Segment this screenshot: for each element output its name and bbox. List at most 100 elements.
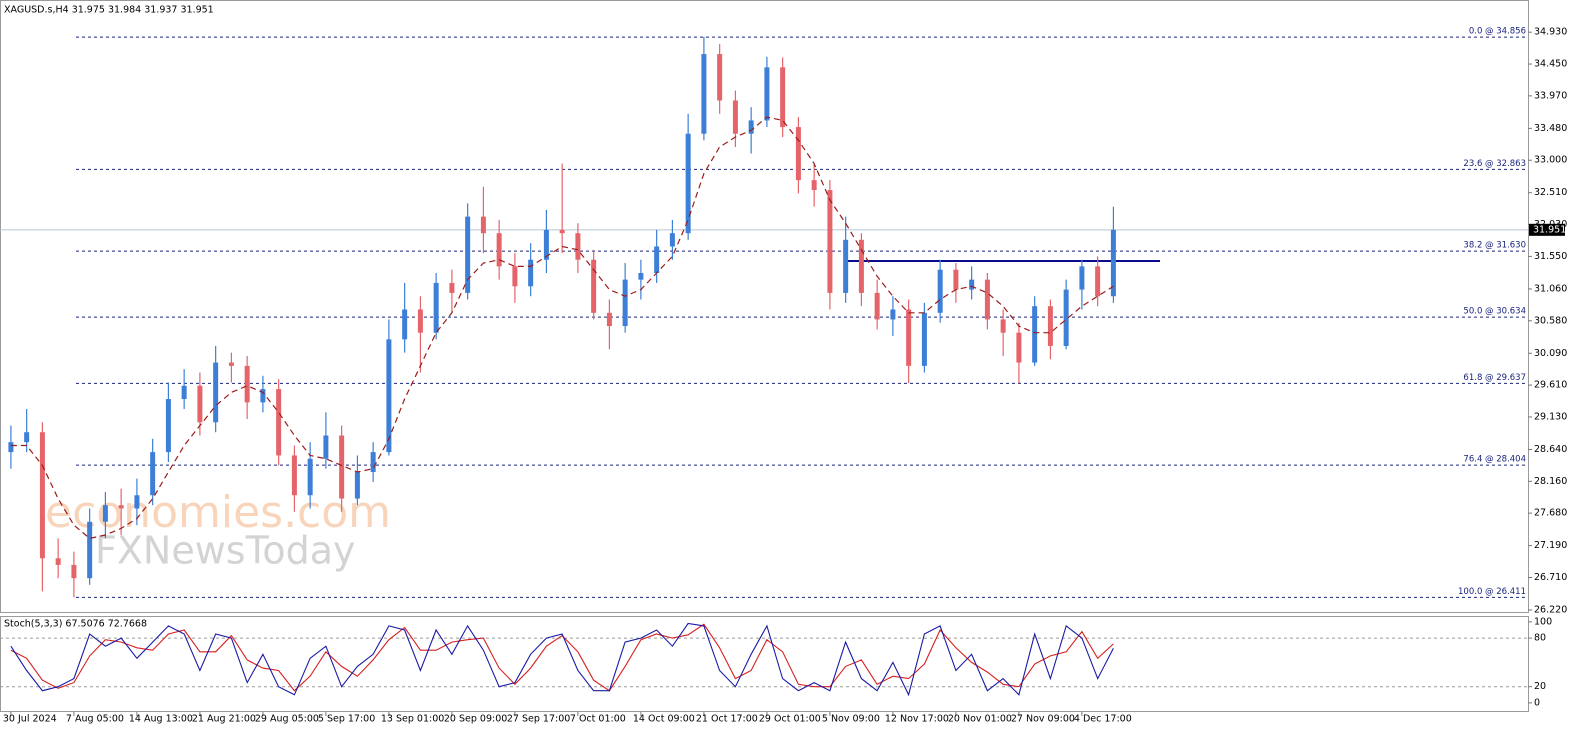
x-tick-label: 7 Aug 05:00 [66,714,124,725]
watermark-text: economies.com [45,487,391,538]
candle-body [685,133,691,234]
candle-body [937,269,943,313]
y-tick-label: 30.090 [1534,348,1567,359]
candle-body [480,216,486,234]
y-tick-label: 34.450 [1534,59,1567,70]
candle-body [307,458,313,496]
fib-label: 0.0 @ 34.856 [1469,27,1526,37]
candle-body [622,279,628,327]
candle-body [732,100,738,134]
y-tick-label: 33.970 [1534,90,1567,101]
candle-body [354,472,360,499]
x-tick-label: 7 Oct 01:00 [570,714,626,725]
candle-body [780,67,786,128]
candle-body [953,269,959,290]
candle-body [795,127,801,181]
watermark: economies.com FXNewsToday [45,487,391,573]
candle-body [654,246,660,274]
candle-body [890,309,896,320]
candle-body [669,233,675,247]
y-tick-label: 26.710 [1534,572,1567,583]
stoch-tick-label: 80 [1534,633,1546,644]
fib-label: 50.0 @ 30.634 [1463,307,1526,317]
candle-body [370,452,376,473]
candle-body [165,399,171,453]
y-tick-label: 30.580 [1534,315,1567,326]
y-tick-label: 29.610 [1534,380,1567,391]
candle-body [386,339,392,453]
candle-body [260,389,266,403]
y-tick-label: 34.930 [1534,27,1567,38]
moving-average [10,116,1114,540]
candle-body [55,558,61,565]
candle-body [1079,266,1085,290]
x-tick-label: 20 Nov 01:00 [948,714,1012,725]
candle-body [606,312,612,327]
candle-body [543,229,549,260]
x-tick-label: 21 Oct 17:00 [696,714,758,725]
y-tick-label: 31.550 [1534,251,1567,262]
candle-body [39,432,45,559]
candle-body [213,362,219,423]
candle-body [181,385,187,400]
y-tick-label: 31.060 [1534,283,1567,294]
x-tick-label: 21 Aug 21:00 [192,714,256,725]
candle-body [197,385,203,423]
fib-label: 76.4 @ 28.404 [1463,455,1526,465]
candle-body [118,505,124,509]
x-tick-label: 12 Nov 17:00 [885,714,949,725]
current-price-label: 31.951 [1533,224,1566,235]
x-tick-label: 27 Sep 17:00 [507,714,570,725]
candle-body [858,239,864,293]
candle-body [1032,306,1038,363]
stoch-signal [10,623,1114,692]
candle-body [417,309,423,333]
candle-body [1000,319,1006,333]
y-tick-label: 29.130 [1534,411,1567,422]
x-tick-label: 14 Aug 13:00 [129,714,193,725]
candle-body [276,389,282,456]
candle-body [433,282,439,333]
candle-body [134,495,140,509]
candle-body [591,259,597,313]
candle-body [969,279,975,290]
candle-body [638,273,644,280]
candle-body [1110,229,1116,297]
candle-body [228,362,234,366]
x-tick-label: 29 Oct 01:00 [759,714,821,725]
y-tick-label: 27.190 [1534,540,1567,551]
candle-body [717,54,723,101]
candle-body [402,309,408,340]
x-tick-label: 13 Sep 01:00 [381,714,444,725]
candle-body [465,216,471,293]
candle-body [748,120,754,134]
x-tick-label: 20 Sep 09:00 [444,714,507,725]
candle-body [874,292,880,320]
x-tick-label: 14 Oct 09:00 [633,714,695,725]
candle-body [8,442,14,453]
x-tick-label: 5 Nov 09:00 [822,714,880,725]
fib-label: 38.2 @ 31.630 [1463,241,1526,251]
candle-body [102,505,108,522]
candle-body [764,67,770,121]
x-tick-label: 27 Nov 09:00 [1011,714,1075,725]
candle-body [244,365,250,403]
y-tick-label: 27.680 [1534,508,1567,519]
candle-body [843,239,849,293]
candle-body [496,233,502,267]
candle-body [291,455,297,496]
candle-body [1016,332,1022,363]
x-tick-label: 30 Jul 2024 [3,714,57,725]
stoch-main [10,622,1114,697]
x-tick-label: 5 Sep 17:00 [318,714,375,725]
y-tick-label: 33.000 [1534,155,1567,166]
candle-body [906,309,912,366]
candle-body [701,54,707,134]
candle-body [1095,266,1101,297]
watermark-text: FXNewsToday [95,529,355,573]
y-tick-label: 26.220 [1534,605,1567,616]
x-tick-label: 4 Dec 17:00 [1074,714,1132,725]
candle-body [1047,306,1053,346]
stoch-label: Stoch(5,3,3) 67.5076 72.7668 [4,619,147,630]
